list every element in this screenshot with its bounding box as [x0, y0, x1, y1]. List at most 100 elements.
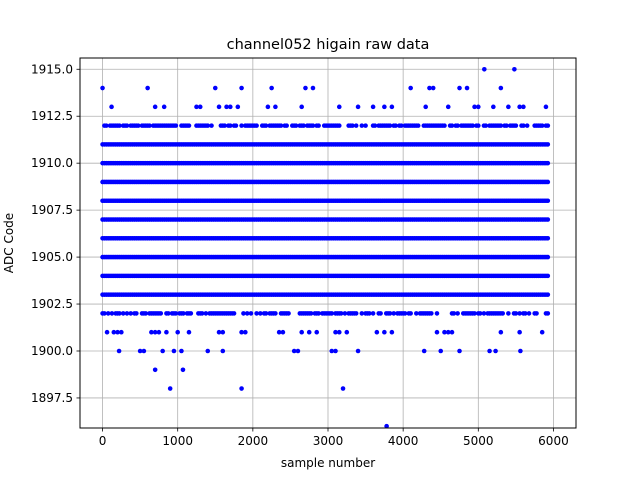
data-point — [212, 85, 218, 91]
data-point — [370, 311, 376, 316]
data-point — [291, 348, 297, 354]
data-point — [239, 85, 244, 91]
data-point — [457, 348, 462, 354]
data-point — [228, 104, 233, 110]
data-point — [205, 348, 211, 354]
data-point — [167, 386, 173, 391]
data-point — [109, 104, 114, 110]
data-point — [359, 123, 365, 128]
data-point — [333, 348, 338, 354]
data-point — [128, 311, 134, 316]
x-tick-label: 6000 — [538, 434, 569, 448]
data-point — [427, 85, 432, 91]
data-point — [333, 329, 338, 335]
data-point — [455, 311, 460, 316]
data-point — [306, 329, 312, 335]
data-point — [278, 123, 284, 128]
data-point — [117, 123, 122, 128]
data-point — [487, 348, 492, 354]
data-point — [398, 123, 404, 128]
data-point — [109, 311, 115, 316]
data-point — [111, 329, 117, 335]
data-point — [545, 236, 551, 241]
data-point — [152, 329, 158, 335]
data-point — [293, 123, 299, 128]
data-point — [539, 329, 545, 335]
data-point — [336, 329, 342, 335]
data-point — [199, 311, 205, 316]
data-point — [102, 311, 107, 316]
data-point — [408, 311, 413, 316]
data-point — [104, 123, 109, 128]
data-point — [175, 329, 180, 335]
data-point — [517, 104, 522, 110]
data-point — [134, 311, 139, 316]
data-point — [263, 123, 269, 128]
ticks-layer: 0 1000 2000 3000 4000 5000 6000 1897.5 1900.0 190… — [31, 62, 569, 448]
x-tick-label: 1000 — [162, 434, 193, 448]
data-point — [353, 123, 359, 128]
data-point — [180, 367, 186, 373]
data-point — [483, 123, 489, 128]
data-point — [244, 311, 250, 316]
data-point — [158, 311, 164, 316]
data-point — [164, 329, 169, 335]
chart-title: channel052 higain raw data — [227, 37, 430, 53]
data-point — [286, 311, 291, 316]
data-point — [115, 329, 120, 335]
y-tick-label: 1907.5 — [31, 203, 73, 217]
data-point — [423, 104, 428, 110]
data-point — [299, 329, 304, 335]
data-point — [545, 142, 551, 147]
data-point — [314, 329, 320, 335]
data-point — [387, 311, 393, 316]
data-point — [273, 311, 278, 316]
data-point — [513, 123, 519, 128]
data-point — [254, 123, 259, 128]
data-point — [429, 311, 434, 316]
data-point — [438, 348, 444, 354]
data-point — [498, 85, 504, 91]
data-point — [545, 292, 551, 297]
data-point — [160, 348, 165, 354]
data-point — [188, 311, 194, 316]
data-point — [284, 123, 289, 128]
data-point — [464, 85, 470, 91]
data-point — [152, 104, 158, 110]
data-point — [384, 423, 389, 429]
points-layer — [100, 66, 551, 429]
data-point — [239, 123, 244, 128]
x-axis-title: sample number — [281, 456, 375, 470]
data-point — [222, 123, 227, 128]
data-point — [329, 348, 335, 354]
data-point — [216, 104, 222, 110]
data-point — [194, 104, 199, 110]
data-point — [372, 123, 378, 128]
y-tick-label: 1900.0 — [31, 344, 73, 358]
data-point — [442, 123, 447, 128]
data-point — [228, 123, 233, 128]
data-point — [173, 311, 179, 316]
data-point — [391, 311, 397, 316]
data-point — [143, 311, 149, 316]
y-axis-title: ADC Code — [2, 213, 16, 273]
y-tick-label: 1915.0 — [31, 62, 73, 76]
data-point — [216, 329, 222, 335]
data-point — [522, 311, 528, 316]
data-point — [389, 104, 395, 110]
data-point — [472, 311, 477, 316]
data-point — [506, 104, 511, 110]
data-point — [539, 123, 545, 128]
data-point — [149, 329, 154, 335]
data-point — [513, 311, 519, 316]
data-point — [389, 329, 395, 335]
data-point — [197, 104, 203, 110]
y-tick-label: 1912.5 — [31, 109, 73, 123]
data-point — [233, 123, 239, 128]
data-point — [355, 104, 361, 110]
data-point — [336, 104, 342, 110]
data-point — [239, 329, 244, 335]
data-point — [156, 329, 162, 335]
data-point — [124, 123, 130, 128]
